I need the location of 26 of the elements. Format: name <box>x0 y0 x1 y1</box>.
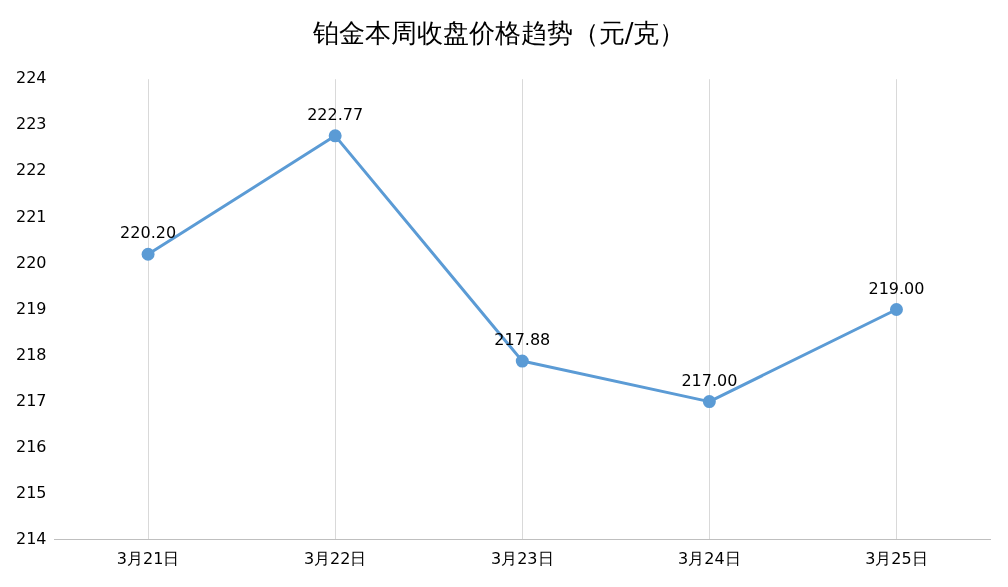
y-tick-label: 214 <box>15 528 47 548</box>
text: 217.00 <box>681 370 738 390</box>
text: 222.77 <box>307 105 364 125</box>
x-tick-label: 3月21日 <box>116 548 180 568</box>
point <box>141 247 155 261</box>
text: 220.20 <box>120 223 177 243</box>
point <box>328 129 342 143</box>
y-tick-label: 221 <box>15 206 47 226</box>
y-tick-label: 224 <box>15 68 47 88</box>
x-tick-label: 3月24日 <box>678 548 741 568</box>
y-tick-label: 222 <box>15 160 47 180</box>
x-tick-label: 3月22日 <box>303 548 367 568</box>
y-tick-label: 215 <box>15 482 47 502</box>
point <box>889 303 903 316</box>
x-tick-label: 3月25日 <box>865 548 928 568</box>
y-tick-label: 216 <box>15 436 47 456</box>
y-tick-label: 217 <box>15 390 47 410</box>
y-tick-label: 219 <box>15 298 47 318</box>
text: 219.00 <box>868 278 925 298</box>
y-tick-label: 220 <box>15 252 47 272</box>
y-tick-label: 218 <box>15 344 47 364</box>
point <box>515 354 529 368</box>
x-tick-label: 3月23日 <box>491 548 554 568</box>
point <box>702 395 716 409</box>
chart-title: 铂金本周收盘价格趋势（元/克） <box>311 18 686 49</box>
y-tick-label: 223 <box>15 114 47 134</box>
